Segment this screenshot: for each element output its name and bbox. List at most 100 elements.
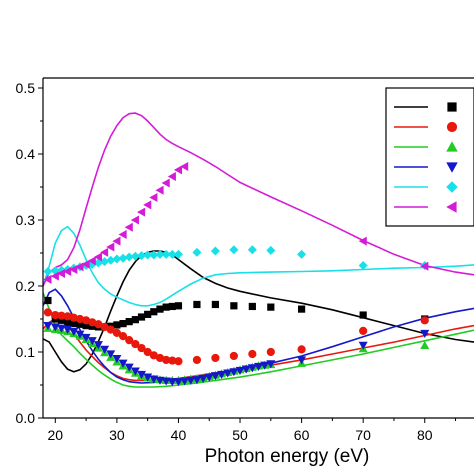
y-tick-label: 0.3: [16, 212, 36, 228]
series-1-point: [119, 320, 127, 328]
x-tick-label: 40: [171, 427, 187, 443]
series-1-point: [144, 310, 152, 318]
series-markers: [43, 162, 430, 387]
series-1-point: [64, 318, 72, 326]
series-4-point: [173, 378, 183, 387]
series-5-point: [167, 249, 177, 259]
series-2-point: [174, 357, 183, 366]
series-6-point: [56, 268, 66, 278]
series-6-point: [143, 200, 152, 210]
series-2-point: [420, 316, 429, 325]
series-4-point: [100, 345, 110, 354]
series-4-point: [81, 333, 91, 342]
series-4-point: [106, 350, 116, 359]
series-5-point: [143, 250, 153, 260]
series-4-point: [69, 327, 79, 337]
series-6-point: [420, 261, 429, 271]
series-5-point: [266, 245, 276, 255]
series-5-point: [112, 254, 122, 264]
series-2-point: [43, 308, 53, 317]
series-4-point: [161, 377, 171, 386]
series-5-point: [100, 257, 110, 267]
series-2-point: [57, 311, 66, 320]
series-6-point: [93, 252, 103, 262]
y-tick-label: 0.2: [16, 278, 36, 294]
series-1-point: [82, 322, 90, 330]
series-4-point: [420, 329, 430, 339]
series-1-point: [70, 320, 78, 328]
series-6-point: [63, 266, 72, 276]
series-6-point: [173, 165, 183, 175]
series-1-point: [44, 296, 52, 305]
series-4-point: [192, 376, 202, 385]
x-tick-label: 50: [232, 427, 248, 443]
series-1-point: [359, 311, 367, 319]
y-tick-label: 0.1: [16, 344, 36, 360]
series-6-point: [137, 207, 146, 217]
series-1-point: [76, 320, 84, 328]
legend-marker: [446, 141, 458, 152]
series-6-point: [149, 193, 158, 203]
series-1-point: [230, 302, 238, 310]
series-2-point: [112, 328, 121, 337]
series-2-point: [149, 351, 158, 360]
series-1-point: [150, 308, 158, 316]
series-2-point: [143, 347, 152, 357]
series-4-point: [266, 360, 276, 369]
series-5-point: [247, 245, 257, 255]
series-2-point: [192, 355, 202, 365]
x-tick-label: 70: [355, 427, 371, 443]
series-4-point: [93, 341, 103, 350]
series-1-point: [137, 313, 146, 321]
series-4-point: [260, 361, 270, 370]
series-5-point: [130, 251, 140, 261]
series-2-point: [211, 353, 220, 363]
series-2-point: [75, 314, 85, 324]
legend-marker: [446, 201, 457, 213]
legend-box: [385, 87, 474, 227]
series-3-point: [420, 340, 430, 349]
series-4-point: [198, 374, 208, 383]
series-5-point: [118, 253, 128, 263]
series-1-point: [156, 305, 164, 313]
series-6-point: [81, 259, 90, 269]
series-5-point: [43, 266, 53, 276]
series-1-point: [248, 302, 256, 311]
series-2-point: [100, 322, 109, 332]
series-4-point: [186, 376, 196, 385]
series-4-point: [167, 378, 177, 387]
series-2-point: [266, 347, 275, 357]
series-6-point: [358, 236, 367, 246]
series-1-point: [168, 302, 176, 311]
series-4-point: [155, 376, 165, 385]
series-6-point: [118, 230, 127, 240]
series-6-point: [75, 262, 84, 272]
series-1-point: [125, 318, 133, 326]
series-1-point: [113, 321, 121, 329]
series-4-point: [75, 330, 85, 339]
y-tick-label: 0.5: [16, 80, 36, 96]
series-6-point: [43, 274, 52, 284]
series-4-point: [297, 356, 307, 365]
y-tick-label: 0.0: [16, 410, 36, 426]
series-4-point: [254, 362, 263, 372]
series-5-point: [124, 252, 134, 262]
series-6-point: [87, 256, 96, 266]
series-2-point: [229, 351, 238, 361]
series-2-point: [51, 310, 60, 320]
series-2-point: [82, 316, 91, 325]
legend-marker: [446, 162, 458, 173]
series-4-point: [180, 377, 190, 386]
series-4-point: [247, 364, 257, 373]
series-3-line: [43, 292, 474, 388]
series-1-point: [298, 305, 306, 313]
series-2-point: [118, 332, 128, 341]
series-1-point: [57, 316, 66, 324]
series-1-line: [43, 250, 474, 373]
series-6-line: [43, 112, 474, 287]
series-4-point: [235, 366, 245, 375]
series-2-point: [359, 326, 368, 335]
series-6-point: [155, 185, 164, 195]
series-5-point: [137, 251, 147, 261]
series-4-point: [204, 373, 214, 382]
